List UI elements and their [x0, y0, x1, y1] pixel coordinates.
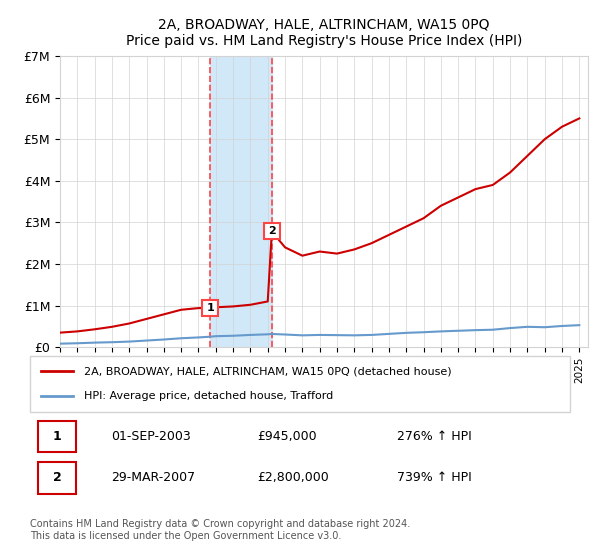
- Text: 2: 2: [268, 226, 276, 236]
- Bar: [210, 56, 272, 347]
- Text: 739% ↑ HPI: 739% ↑ HPI: [397, 472, 472, 484]
- FancyBboxPatch shape: [38, 463, 76, 493]
- Text: HPI: Average price, detached house, Trafford: HPI: Average price, detached house, Traf…: [84, 391, 333, 401]
- Text: 2: 2: [53, 472, 61, 484]
- Title: 2A, BROADWAY, HALE, ALTRINCHAM, WA15 0PQ
Price paid vs. HM Land Registry's House: 2A, BROADWAY, HALE, ALTRINCHAM, WA15 0PQ…: [126, 18, 522, 48]
- Text: £2,800,000: £2,800,000: [257, 472, 329, 484]
- FancyBboxPatch shape: [30, 356, 570, 412]
- Text: 1: 1: [53, 430, 61, 443]
- FancyBboxPatch shape: [38, 421, 76, 452]
- Text: 29-MAR-2007: 29-MAR-2007: [111, 472, 195, 484]
- Text: £945,000: £945,000: [257, 430, 316, 443]
- Text: 276% ↑ HPI: 276% ↑ HPI: [397, 430, 472, 443]
- Text: 2A, BROADWAY, HALE, ALTRINCHAM, WA15 0PQ (detached house): 2A, BROADWAY, HALE, ALTRINCHAM, WA15 0PQ…: [84, 366, 452, 376]
- Text: 1: 1: [206, 303, 214, 313]
- Text: 01-SEP-2003: 01-SEP-2003: [111, 430, 191, 443]
- Text: Contains HM Land Registry data © Crown copyright and database right 2024.
This d: Contains HM Land Registry data © Crown c…: [30, 519, 410, 541]
